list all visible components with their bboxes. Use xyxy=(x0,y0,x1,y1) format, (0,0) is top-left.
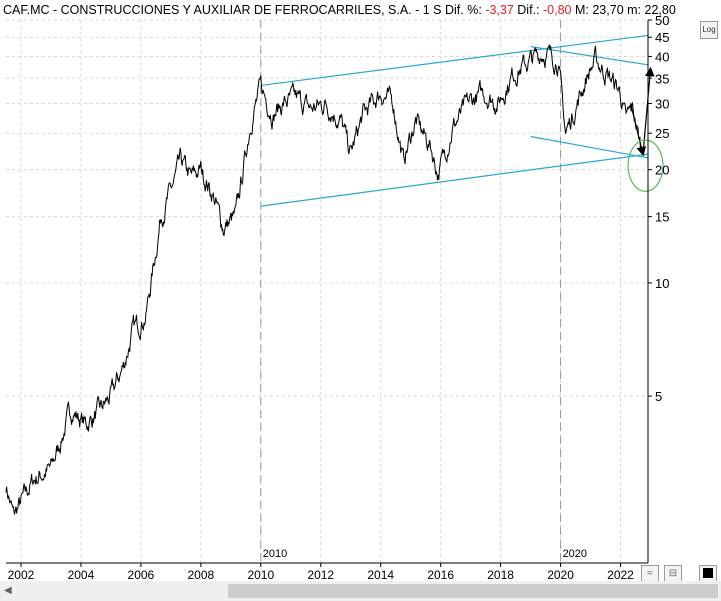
y-tick-labels: 50 45 40 35 30 25 20 15 10 5 xyxy=(655,13,669,404)
x-tick-label: 2006 xyxy=(128,568,155,582)
x-tick-label: 2008 xyxy=(187,568,214,582)
scroll-thumb[interactable] xyxy=(228,584,718,598)
y-tick-label: 5 xyxy=(655,389,662,404)
trendline-4 xyxy=(530,135,649,159)
min-value: 22,80 xyxy=(644,3,676,17)
min-label: m: xyxy=(627,3,642,17)
y-tick-label: 40 xyxy=(655,49,669,64)
y-tick-label: 25 xyxy=(655,126,669,141)
x-tick-label: 2022 xyxy=(607,568,634,582)
trendline-3 xyxy=(530,45,649,66)
y-tick-label: 10 xyxy=(655,276,669,291)
max-value: 23,70 xyxy=(592,3,624,17)
x-tick-label: 2004 xyxy=(68,568,95,582)
trendline-2 xyxy=(260,153,649,207)
y-tick-label: 35 xyxy=(655,71,669,86)
dif-value: -0,80 xyxy=(543,3,572,17)
chart-title: CAF.MC - CONSTRUCCIONES Y AUXILIAR DE FE… xyxy=(3,3,442,17)
decade-label: 2010 xyxy=(263,548,287,560)
x-tick-label: 2010 xyxy=(247,568,274,582)
y-tick-label: 50 xyxy=(655,13,669,28)
max-label: M: xyxy=(574,3,589,17)
log-scale-button[interactable]: Log xyxy=(700,21,718,39)
dif-pct-value: -3,37 xyxy=(485,3,514,17)
x-tick-label: 2002 xyxy=(8,568,35,582)
chart-type-icon[interactable]: ⊟ xyxy=(664,565,682,582)
arrow-2 xyxy=(642,66,655,155)
arrow-1 xyxy=(629,103,646,157)
chart-header: CAF.MC - CONSTRUCCIONES Y AUXILIAR DE FE… xyxy=(3,3,676,17)
y-tick-label: 15 xyxy=(655,210,669,225)
x-tick-label: 2012 xyxy=(307,568,334,582)
x-tick-label: 2020 xyxy=(547,568,574,582)
y-tick-label: 30 xyxy=(655,96,669,111)
x-tick-label: 2018 xyxy=(487,568,514,582)
y-tick-label: 20 xyxy=(655,163,669,178)
price-line xyxy=(5,44,644,516)
color-swatch-icon[interactable] xyxy=(699,565,717,582)
chart-grid xyxy=(6,19,648,563)
x-tick-label: 2014 xyxy=(367,568,394,582)
horizontal-scrollbar[interactable]: ◀ xyxy=(0,581,721,601)
y-tick-label: 45 xyxy=(655,30,669,45)
annotations xyxy=(627,66,664,192)
decade-markers: 2010 2020 xyxy=(260,20,587,563)
chart-axes xyxy=(6,19,652,567)
scroll-left-arrow-icon[interactable]: ◀ xyxy=(4,585,12,596)
decade-label: 2020 xyxy=(563,548,587,560)
zigzag-icon[interactable]: ≈ xyxy=(641,565,659,582)
dif-pct-label: Dif. %: xyxy=(445,3,482,17)
price-series xyxy=(5,44,644,516)
x-tick-labels: 2002 2004 2006 2008 2010 2012 2014 2016 2018 2020… xyxy=(8,568,635,582)
x-tick-label: 2016 xyxy=(427,568,454,582)
support-ellipse xyxy=(627,139,664,192)
trendline-1 xyxy=(260,34,649,87)
dif-label: Dif.: xyxy=(517,3,540,17)
